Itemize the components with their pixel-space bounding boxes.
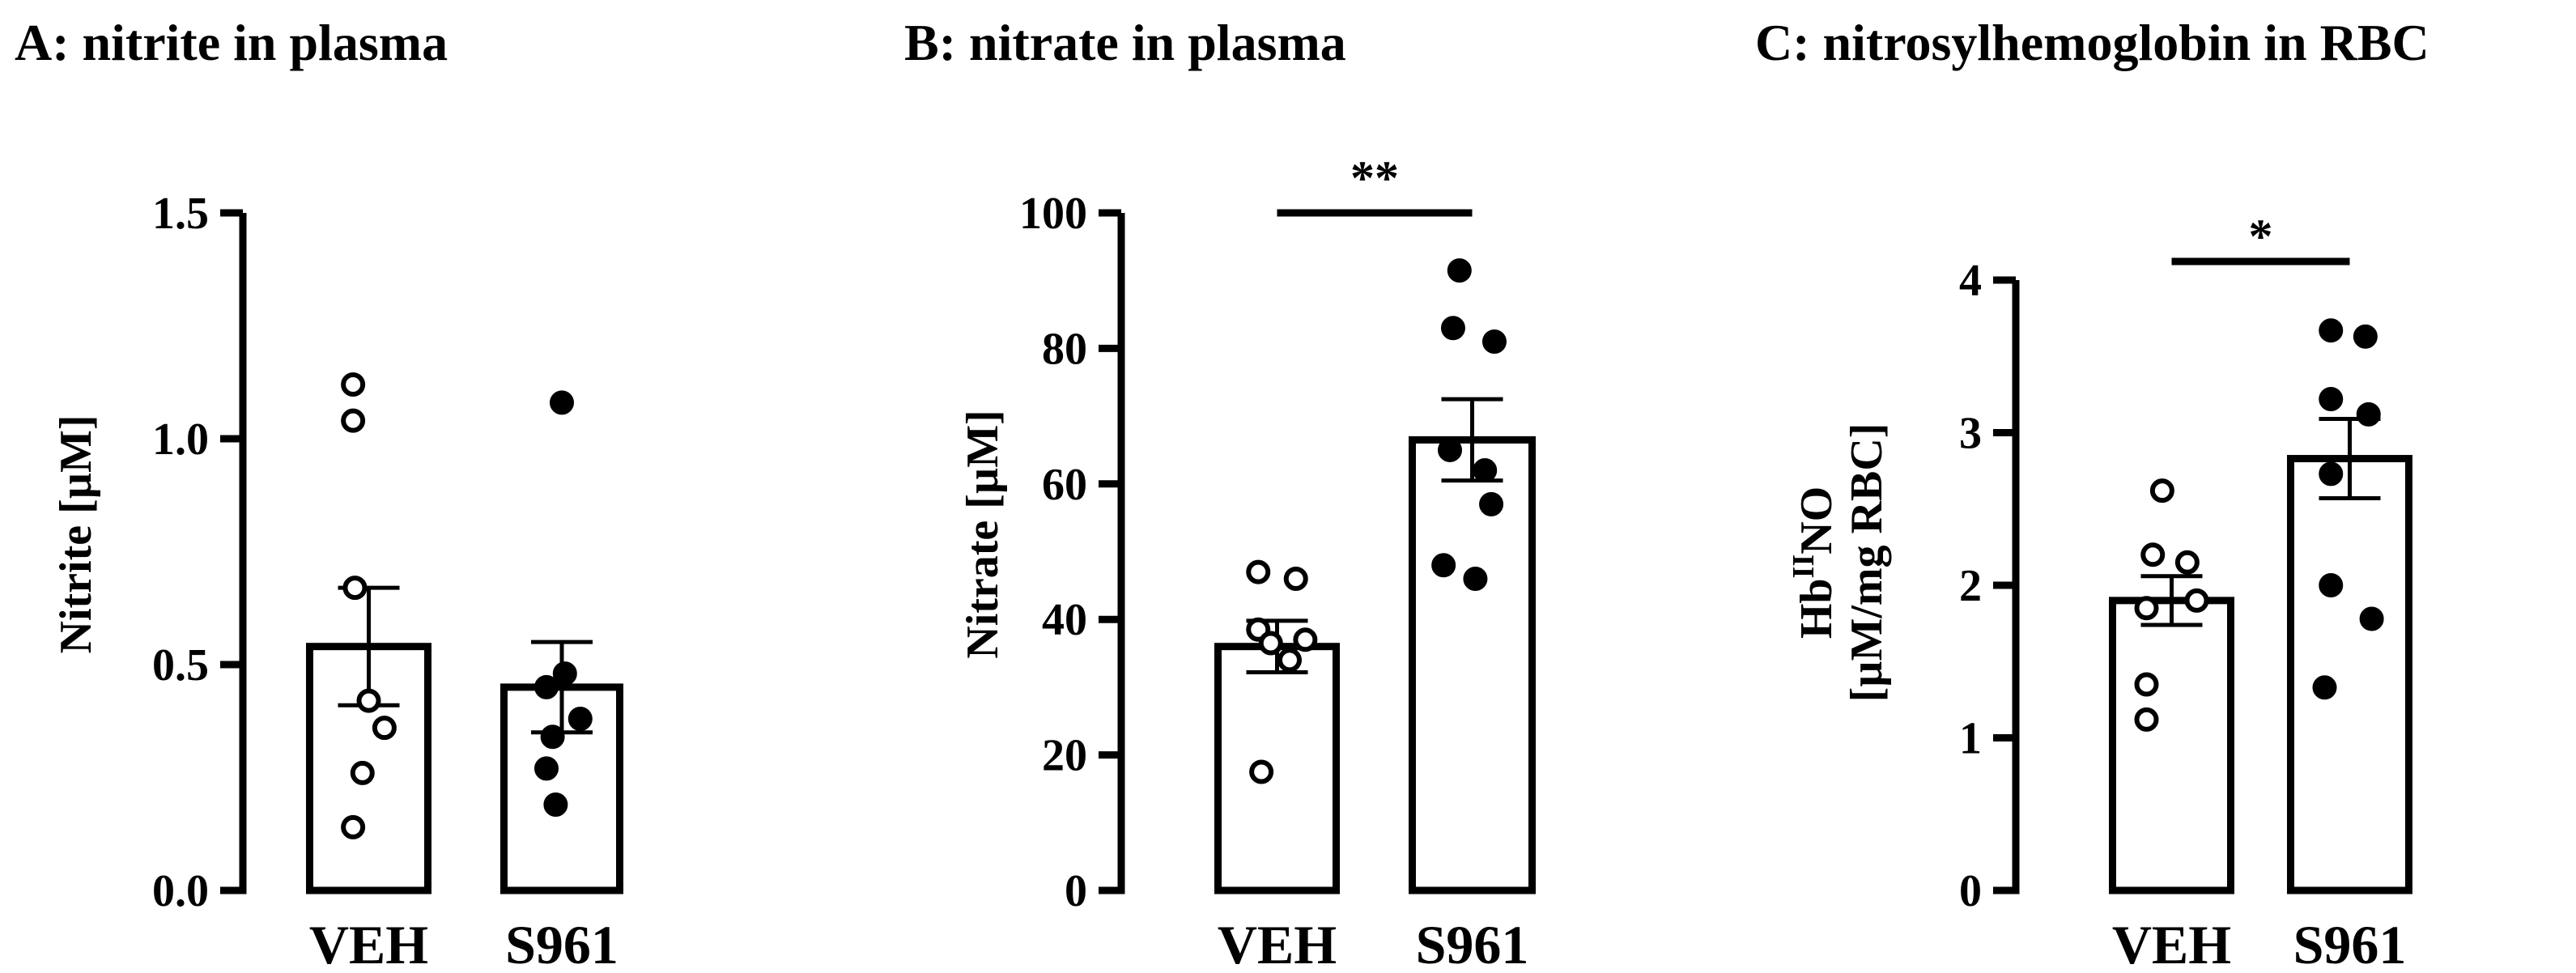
data-point-s961 (1481, 329, 1507, 355)
data-point-s961 (1440, 316, 1465, 341)
panel-c-title: C: nitrosylhemoglobin in RBC (1755, 14, 2429, 71)
data-point-s961 (1447, 258, 1472, 283)
data-point-s961 (534, 756, 559, 781)
data-point-s961 (1463, 566, 1488, 591)
y-tick-label: 80 (1042, 324, 1087, 374)
significance-label: ** (1350, 151, 1399, 205)
panel-c-y-label-hb: Hb (1792, 578, 1842, 639)
data-point-s961 (552, 661, 577, 686)
significance-label: * (2249, 210, 2273, 263)
data-point-s961 (2319, 461, 2344, 486)
y-tick-label: 3 (1959, 409, 1982, 459)
data-point-veh (356, 688, 381, 713)
panel-c-y-label-sup: II (1787, 554, 1821, 579)
data-point-veh (2134, 596, 2159, 621)
y-tick-label: 40 (1042, 595, 1087, 645)
x-category-label: VEH (1218, 914, 1337, 973)
y-tick-label: 1.5 (152, 189, 209, 239)
panel-a: A: nitrite in plasma Nitrite [µM] 0.0 0.5… (15, 14, 623, 973)
panel-c-y-axis-label: HbIINO [µM/mg RBC] (1787, 423, 1892, 703)
data-point-veh (1293, 627, 1318, 652)
data-point-s961 (2312, 675, 2337, 700)
bar-s961 (1409, 436, 1536, 894)
data-point-veh (1283, 566, 1308, 591)
data-point-s961 (543, 792, 568, 817)
bar-s961 (2287, 455, 2412, 894)
data-point-veh (341, 372, 366, 397)
data-point-veh (2149, 478, 2174, 503)
data-point-s961 (1431, 553, 1456, 578)
data-point-veh (372, 716, 397, 741)
panel-a-plot: 0.0 0.5 1.0 1.5 VEH S961 (152, 189, 623, 973)
x-category-label: VEH (2112, 914, 2231, 973)
data-point-s961 (1473, 458, 1498, 483)
data-point-s961 (567, 706, 593, 731)
panel-a-y-axis-label-text: Nitrite [µM] (51, 415, 101, 654)
panel-c-y-axis-label-line2: [µM/mg RBC] (1842, 423, 1892, 703)
bar-veh (1214, 643, 1340, 894)
data-point-veh (1258, 631, 1283, 656)
y-tick-label: 0 (1959, 866, 1982, 916)
panel-c-plot: 0 1 2 3 4 VEH S961 * (1959, 210, 2412, 973)
panel-a-y-axis-label: Nitrite [µM] (51, 415, 101, 654)
data-point-s961 (550, 390, 574, 415)
data-point-s961 (540, 724, 565, 750)
x-category-label: S961 (505, 914, 618, 973)
data-point-veh (1246, 559, 1271, 584)
data-point-veh (341, 408, 366, 433)
data-point-veh (1277, 648, 1302, 673)
data-point-veh (2134, 672, 2159, 697)
y-tick-label: 0.5 (152, 640, 209, 690)
panel-c-y-label-no: NO (1792, 486, 1842, 554)
panel-b-plot: 0 20 40 60 80 100 VEH S961 ** (1019, 151, 1536, 973)
y-tick-label: 20 (1042, 731, 1087, 781)
data-point-veh (2134, 707, 2159, 732)
data-point-s961 (2356, 402, 2381, 427)
y-tick-label: 100 (1019, 189, 1087, 239)
data-point-veh (2174, 550, 2200, 575)
y-tick-label: 4 (1959, 256, 1982, 306)
panel-c: C: nitrosylhemoglobin in RBC HbIINO [µM/… (1755, 14, 2429, 973)
y-tick-label: 2 (1959, 561, 1982, 611)
data-point-s961 (2359, 606, 2384, 631)
panel-b-y-axis-label-text: Nitrate [µM] (958, 410, 1008, 658)
data-point-veh (350, 760, 375, 785)
panel-a-title: A: nitrite in plasma (15, 14, 448, 71)
x-category-label: S961 (2293, 914, 2407, 973)
data-point-veh (1249, 759, 1274, 784)
x-category-label: S961 (1416, 914, 1529, 973)
data-point-s961 (2319, 573, 2344, 597)
panel-b-title: B: nitrate in plasma (904, 14, 1346, 71)
data-point-s961 (534, 674, 559, 699)
bar-veh (2109, 597, 2234, 894)
x-category-label: VEH (309, 914, 428, 973)
data-point-s961 (2319, 387, 2344, 412)
data-point-s961 (2353, 324, 2378, 349)
data-point-veh (2140, 542, 2166, 567)
panel-b-y-axis-label: Nitrate [µM] (958, 410, 1008, 658)
data-point-veh (2184, 588, 2209, 613)
y-tick-label: 60 (1042, 460, 1087, 510)
panel-c-y-axis-label-line1: HbIINO (1787, 486, 1842, 639)
y-tick-label: 0.0 (152, 866, 209, 916)
y-tick-label: 1.0 (152, 414, 209, 465)
data-point-s961 (1479, 491, 1504, 516)
data-point-veh (341, 814, 366, 839)
data-point-veh (342, 576, 368, 601)
data-point-s961 (2319, 318, 2344, 343)
y-tick-label: 1 (1959, 714, 1982, 764)
panel-b: B: nitrate in plasma Nitrate [µM] 0 20 40 6… (904, 14, 1536, 973)
y-tick-label: 0 (1065, 866, 1087, 916)
data-point-s961 (1438, 437, 1463, 462)
